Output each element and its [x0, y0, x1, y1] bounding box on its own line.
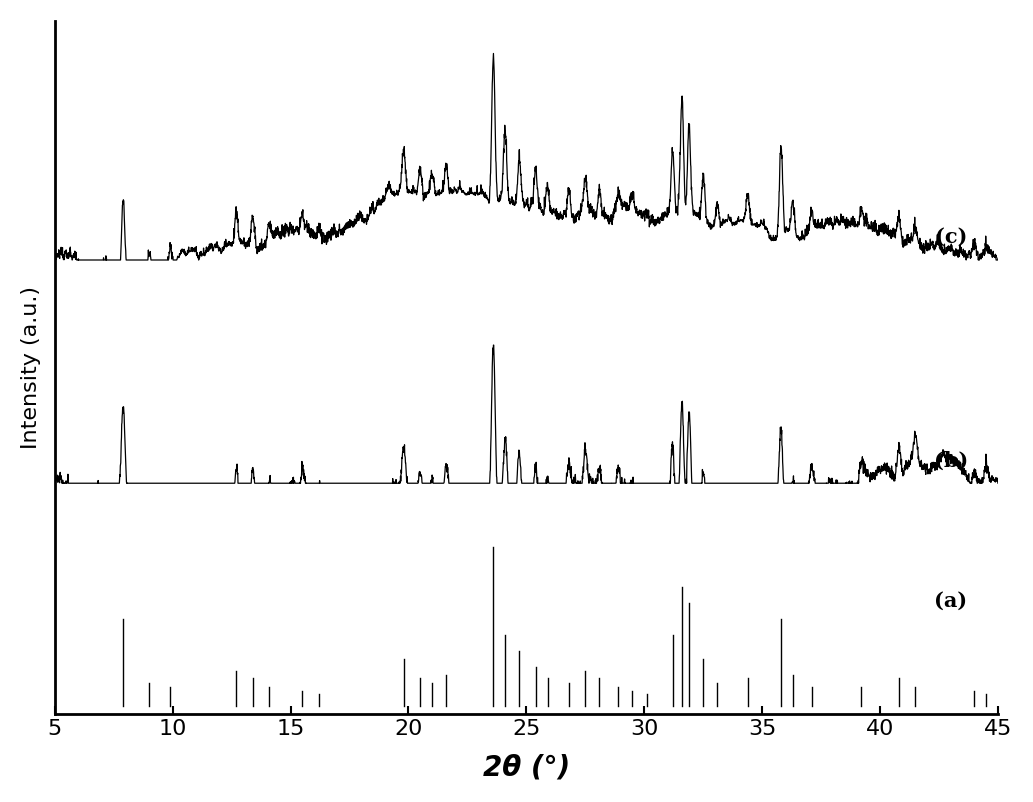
Text: (b): (b) — [934, 451, 968, 471]
Text: (c): (c) — [935, 227, 967, 247]
Y-axis label: Intensity (a.u.): Intensity (a.u.) — [21, 286, 41, 449]
X-axis label: 2θ (°): 2θ (°) — [482, 753, 570, 781]
Text: (a): (a) — [934, 591, 967, 611]
